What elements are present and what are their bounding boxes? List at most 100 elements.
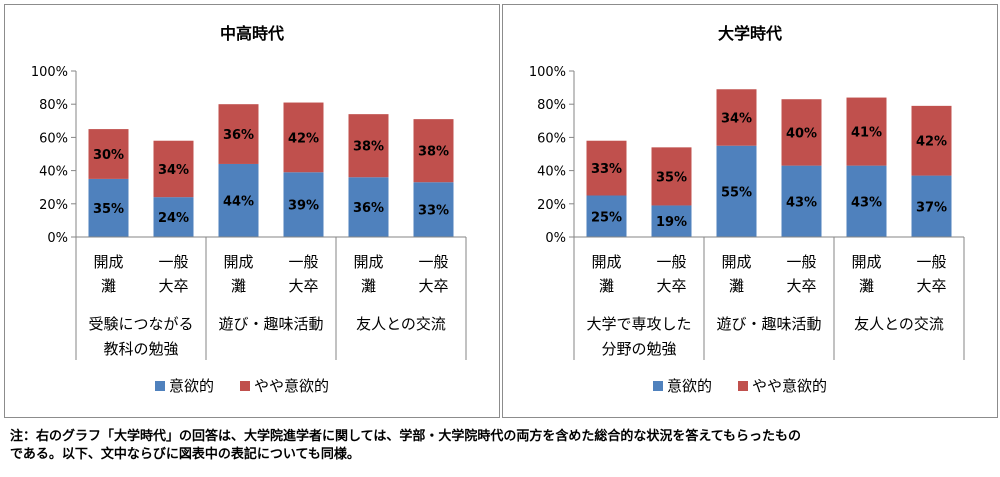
x-category-label: 灘	[361, 277, 376, 295]
legend-label: やや意欲的	[254, 377, 329, 395]
chart-svg-right: 大学時代 0% 20% 40% 60% 80% 100% 25% 33% 開成灘 19% 35% 一般大…	[529, 24, 965, 395]
data-label: 36%	[353, 201, 384, 216]
x-category-label: 開成	[721, 253, 751, 271]
chart-svg-left: 中高時代 0% 20% 40% 60% 80% 100% 35% 30% 開成灘 24% 34% 一般大…	[31, 24, 467, 395]
y-tick-label: 80%	[39, 98, 68, 113]
x-category-label: 灘	[599, 277, 614, 295]
legend-label: 意欲的	[169, 377, 214, 395]
y-tick-label: 20%	[537, 198, 566, 213]
bar-segment-ikuteki	[218, 163, 259, 237]
legend-label: やや意欲的	[752, 377, 827, 395]
x-category-label: 灘	[859, 277, 874, 295]
x-category-label: 大卒	[916, 277, 946, 295]
chart-panel-left: 中高時代 0% 20% 40% 60% 80% 100% 35% 30% 開成灘 24% 34% 一般大…	[4, 4, 500, 418]
bar-segment-ikuteki	[88, 178, 129, 237]
x-group-label: 友人との交流	[356, 315, 446, 333]
legend-swatch	[155, 381, 165, 391]
x-category-label: 灘	[101, 277, 116, 295]
y-tick-label: 60%	[39, 131, 68, 146]
bar-segment-yaya-ikuteki	[218, 104, 259, 164]
y-tick-label: 0%	[47, 231, 68, 246]
bar-segment-ikuteki	[781, 165, 822, 237]
x-category-label: 灘	[231, 277, 246, 295]
x-category-label: 大卒	[288, 277, 318, 295]
y-tick-label: 80%	[537, 98, 566, 113]
x-group-label: 遊び・趣味活動	[716, 315, 821, 333]
bar-segment-ikuteki	[651, 205, 692, 237]
y-tick-label: 40%	[39, 165, 68, 180]
x-category-label: 一般	[418, 253, 448, 271]
chart-panel-right: 大学時代 0% 20% 40% 60% 80% 100% 25% 33% 開成灘 19% 35% 一般大…	[502, 4, 998, 418]
bar-segment-ikuteki	[283, 172, 324, 237]
x-category-label: 一般	[786, 253, 816, 271]
data-label: 39%	[288, 199, 319, 214]
legend-swatch	[738, 381, 748, 391]
data-label: 37%	[916, 200, 947, 215]
legend: 意欲的 やや意欲的	[155, 377, 329, 395]
x-category-label: 開成	[93, 253, 123, 271]
data-label: 41%	[851, 126, 882, 141]
bar-segment-yaya-ikuteki	[153, 140, 194, 198]
bar-segment-yaya-ikuteki	[88, 129, 129, 179]
y-tick-label: 40%	[537, 165, 566, 180]
bar-segment-yaya-ikuteki	[781, 99, 822, 166]
data-label: 36%	[223, 128, 254, 143]
y-tick-label: 60%	[537, 131, 566, 146]
data-label: 35%	[656, 170, 687, 185]
footnote: 注：右のグラフ「大学時代」の回答は、大学院進学者に関しては、学部・大学院時代の両…	[10, 428, 990, 464]
x-category-label: 大卒	[418, 277, 448, 295]
x-category-label: 大卒	[786, 277, 816, 295]
y-tick-label: 0%	[545, 231, 566, 246]
y-tick-label: 20%	[39, 198, 68, 213]
data-label: 38%	[418, 145, 449, 160]
data-label: 30%	[93, 148, 124, 163]
x-category-label: 灘	[729, 277, 744, 295]
y-tick-label: 100%	[31, 65, 68, 80]
data-label: 44%	[223, 194, 254, 209]
bar-segment-yaya-ikuteki	[348, 114, 389, 178]
footnote-line-2: である。以下、文中ならびに図表中の表記についても同様。	[10, 447, 360, 462]
bar-segment-yaya-ikuteki	[586, 140, 627, 196]
data-label: 25%	[591, 210, 622, 225]
legend: 意欲的 やや意欲的	[653, 377, 827, 395]
chart-title: 中高時代	[220, 24, 284, 43]
legend-swatch	[653, 381, 663, 391]
footnote-line-1: 注：右のグラフ「大学時代」の回答は、大学院進学者に関しては、学部・大学院時代の両…	[10, 429, 802, 444]
data-label: 34%	[721, 111, 752, 126]
data-label: 38%	[353, 140, 384, 155]
x-group-label: 大学で専攻した	[586, 315, 691, 333]
bar-segment-ikuteki	[153, 197, 194, 237]
x-category-label: 開成	[851, 253, 881, 271]
x-category-label: 一般	[916, 253, 946, 271]
bar-segment-ikuteki	[911, 175, 952, 237]
data-label: 33%	[418, 204, 449, 219]
x-group-label: 教科の勉強	[103, 340, 178, 358]
bar-segment-ikuteki	[716, 145, 757, 237]
x-category-label: 大卒	[656, 277, 686, 295]
bar-segment-ikuteki	[586, 195, 627, 237]
bar-segment-yaya-ikuteki	[413, 119, 454, 183]
x-category-label: 一般	[288, 253, 318, 271]
x-group-label: 分野の勉強	[601, 340, 676, 358]
data-label: 43%	[786, 195, 817, 210]
x-group-label: 遊び・趣味活動	[218, 315, 323, 333]
bar-segment-yaya-ikuteki	[846, 97, 887, 166]
data-label: 34%	[158, 163, 189, 178]
x-category-label: 一般	[158, 253, 188, 271]
legend-swatch	[240, 381, 250, 391]
bar-segment-ikuteki	[846, 165, 887, 237]
x-category-label: 開成	[591, 253, 621, 271]
x-group-label: 友人との交流	[854, 315, 944, 333]
x-category-label: 大卒	[158, 277, 188, 295]
bar-segment-yaya-ikuteki	[283, 102, 324, 173]
x-category-label: 開成	[223, 253, 253, 271]
legend-label: 意欲的	[667, 377, 712, 395]
x-category-label: 一般	[656, 253, 686, 271]
data-label: 42%	[288, 131, 319, 146]
bar-segment-yaya-ikuteki	[911, 105, 952, 176]
bar-segment-yaya-ikuteki	[651, 147, 692, 206]
y-tick-label: 100%	[529, 65, 566, 80]
data-label: 35%	[93, 202, 124, 217]
data-label: 42%	[916, 135, 947, 150]
data-label: 24%	[158, 211, 189, 226]
